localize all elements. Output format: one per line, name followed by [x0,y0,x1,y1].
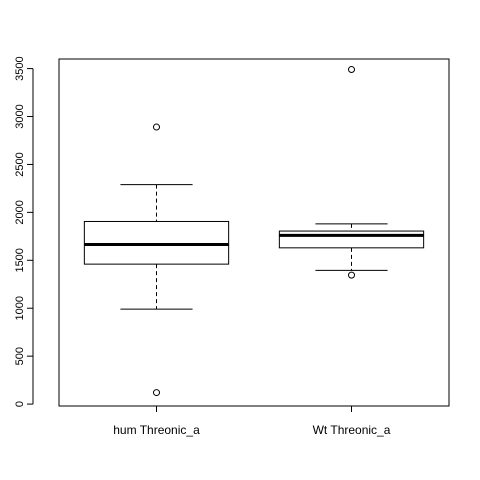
outlier-point [348,271,355,279]
y-tick-label: 1500 [14,248,26,272]
outlier-point [153,389,160,397]
x-tick-label: hum Threonic_a [113,423,200,437]
outlier-point [153,123,160,131]
y-tick-label: 2000 [14,200,26,224]
box-iqr [278,230,425,249]
x-tick-label: Wt Threonic_a [313,423,391,437]
y-tick-label: 500 [14,347,26,365]
y-tick-label: 1000 [14,296,26,320]
y-tick-label: 2500 [14,152,26,176]
outlier-point [348,66,355,74]
box-iqr [83,220,230,265]
y-tick-label: 0 [14,401,26,407]
y-tick-label: 3000 [14,104,26,128]
y-tick-label: 3500 [14,56,26,80]
